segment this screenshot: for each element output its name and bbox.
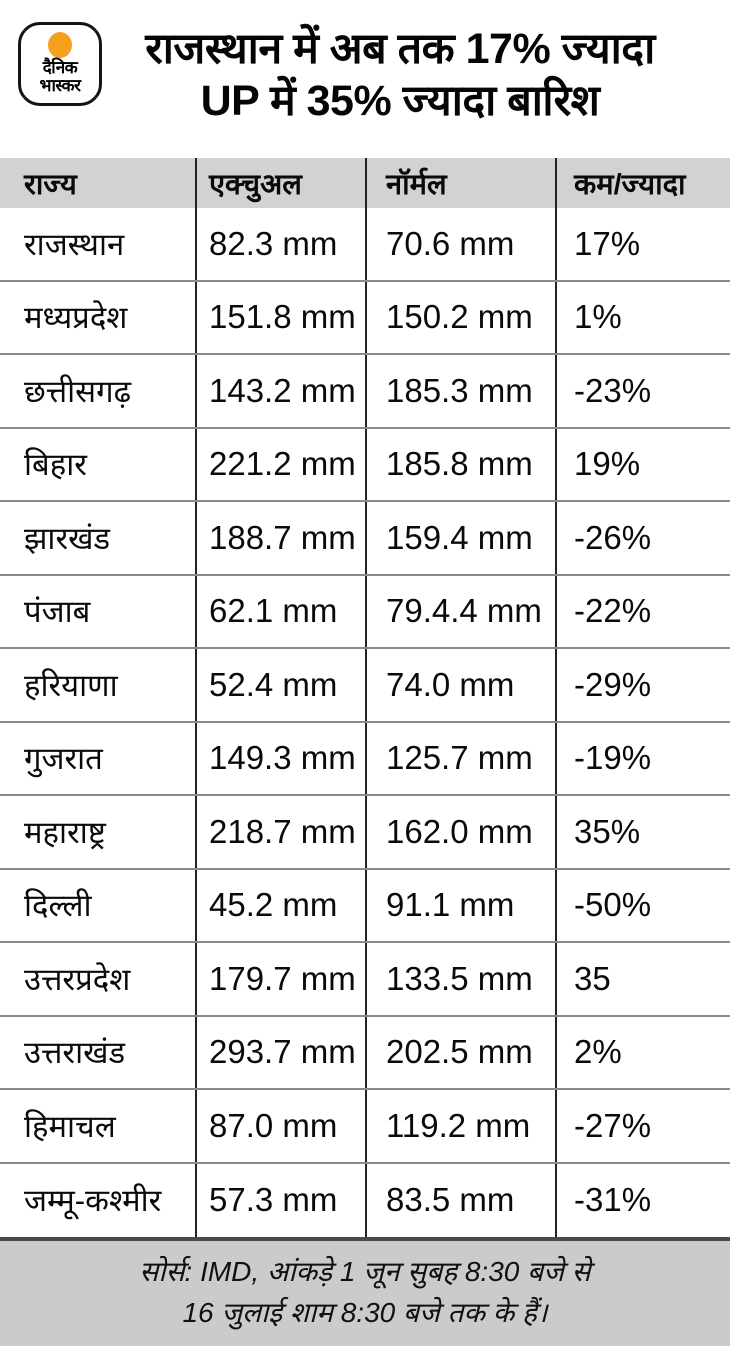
actual-cell: 82.3 mm (195, 208, 365, 280)
actual-cell: 57.3 mm (195, 1163, 365, 1237)
diff-cell: -26% (555, 502, 730, 574)
actual-cell: 62.1 mm (195, 575, 365, 647)
state-cell: दिल्ली (24, 888, 92, 924)
normal-cell: 159.4 mm (365, 502, 555, 574)
state-cell: मध्यप्रदेश (24, 300, 128, 336)
actual-cell: 45.2 mm (195, 869, 365, 941)
diff-cell: 35% (555, 796, 730, 868)
logo-text-line1: दैनिक (42, 58, 78, 77)
diff-cell: -27% (555, 1090, 730, 1162)
table-row: जम्मू-कश्मीर 57.3 mm 83.5 mm -31% (0, 1163, 730, 1237)
table-row: उत्तराखंड 293.7 mm 202.5 mm 2% (0, 1016, 730, 1090)
actual-cell: 188.7 mm (195, 502, 365, 574)
header-normal: नॉर्मल (365, 158, 555, 208)
actual-cell: 149.3 mm (195, 722, 365, 794)
header-state: राज्य (24, 168, 77, 201)
diff-cell: 17% (555, 208, 730, 280)
header-diff: कम/ज्यादा (555, 158, 730, 208)
masthead: दैनिक भास्कर राजस्थान में अब तक 17% ज्या… (0, 0, 730, 158)
diff-cell: 2% (555, 1016, 730, 1088)
table-row: झारखंड 188.7 mm 159.4 mm -26% (0, 502, 730, 576)
state-cell: उत्तराखंड (24, 1035, 126, 1071)
state-cell: महाराष्ट्र (24, 814, 106, 850)
normal-cell: 150.2 mm (365, 281, 555, 353)
diff-cell: 19% (555, 428, 730, 500)
normal-cell: 79.4.4 mm (365, 575, 555, 647)
normal-cell: 74.0 mm (365, 649, 555, 721)
table-row: महाराष्ट्र 218.7 mm 162.0 mm 35% (0, 796, 730, 870)
table-row: राजस्थान 82.3 mm 70.6 mm 17% (0, 208, 730, 282)
actual-cell: 221.2 mm (195, 428, 365, 500)
normal-cell: 119.2 mm (365, 1090, 555, 1162)
normal-cell: 162.0 mm (365, 796, 555, 868)
normal-cell: 202.5 mm (365, 1016, 555, 1088)
actual-cell: 179.7 mm (195, 943, 365, 1015)
normal-cell: 91.1 mm (365, 869, 555, 941)
page-title: राजस्थान में अब तक 17% ज्यादा UP में 35%… (102, 22, 716, 127)
state-cell: हरियाणा (24, 667, 118, 703)
diff-cell: -19% (555, 722, 730, 794)
table-row: गुजरात 149.3 mm 125.7 mm -19% (0, 722, 730, 796)
normal-cell: 185.8 mm (365, 428, 555, 500)
normal-cell: 70.6 mm (365, 208, 555, 280)
state-cell: बिहार (24, 447, 87, 483)
actual-cell: 218.7 mm (195, 796, 365, 868)
state-cell: राजस्थान (24, 226, 125, 262)
normal-cell: 185.3 mm (365, 355, 555, 427)
actual-cell: 52.4 mm (195, 649, 365, 721)
title-line1: राजस्थान में अब तक 17% ज्यादा (145, 25, 655, 73)
state-cell: पंजाब (24, 594, 91, 630)
state-cell: उत्तरप्रदेश (24, 961, 131, 997)
source-note: सोर्स: IMD, आंकड़े 1 जून सुबह 8:30 बजे स… (0, 1237, 730, 1346)
actual-cell: 293.7 mm (195, 1016, 365, 1088)
table-row: दिल्ली 45.2 mm 91.1 mm -50% (0, 869, 730, 943)
table-row: छत्तीसगढ़ 143.2 mm 185.3 mm -23% (0, 355, 730, 429)
state-cell: जम्मू-कश्मीर (24, 1183, 162, 1219)
table-row: बिहार 221.2 mm 185.8 mm 19% (0, 428, 730, 502)
table-row: पंजाब 62.1 mm 79.4.4 mm -22% (0, 575, 730, 649)
logo-text: दैनिक भास्कर (40, 59, 81, 95)
actual-cell: 143.2 mm (195, 355, 365, 427)
diff-cell: -50% (555, 869, 730, 941)
diff-cell: 35 (555, 943, 730, 1015)
header-actual: एक्चुअल (195, 158, 365, 208)
normal-cell: 133.5 mm (365, 943, 555, 1015)
state-cell: हिमाचल (24, 1108, 116, 1144)
state-cell: झारखंड (24, 520, 111, 556)
diff-cell: -22% (555, 575, 730, 647)
title-line2: UP में 35% ज्यादा बारिश (200, 76, 600, 125)
diff-cell: -31% (555, 1163, 730, 1237)
table-row: हिमाचल 87.0 mm 119.2 mm -27% (0, 1090, 730, 1164)
state-cell: छत्तीसगढ़ (24, 373, 132, 409)
actual-cell: 151.8 mm (195, 281, 365, 353)
normal-cell: 125.7 mm (365, 722, 555, 794)
dainik-bhaskar-logo: दैनिक भास्कर (18, 22, 102, 106)
sun-icon (48, 32, 72, 58)
table-row: मध्यप्रदेश 151.8 mm 150.2 mm 1% (0, 281, 730, 355)
normal-cell: 83.5 mm (365, 1163, 555, 1237)
state-cell: गुजरात (24, 741, 103, 777)
source-note-line1: सोर्स: IMD, आंकड़े 1 जून सुबह 8:30 बजे स… (139, 1256, 591, 1287)
rainfall-table: राज्य एक्चुअल नॉर्मल कम/ज्यादा राजस्थान … (0, 158, 730, 1237)
diff-cell: -29% (555, 649, 730, 721)
table-row: उत्तरप्रदेश 179.7 mm 133.5 mm 35 (0, 943, 730, 1017)
table-row: हरियाणा 52.4 mm 74.0 mm -29% (0, 649, 730, 723)
diff-cell: 1% (555, 281, 730, 353)
source-note-line2: 16 जुलाई शाम 8:30 बजे तक के हैं। (182, 1296, 548, 1328)
logo-text-line2: भास्कर (39, 75, 81, 95)
table-header-row: राज्य एक्चुअल नॉर्मल कम/ज्यादा (0, 158, 730, 208)
actual-cell: 87.0 mm (195, 1090, 365, 1162)
diff-cell: -23% (555, 355, 730, 427)
